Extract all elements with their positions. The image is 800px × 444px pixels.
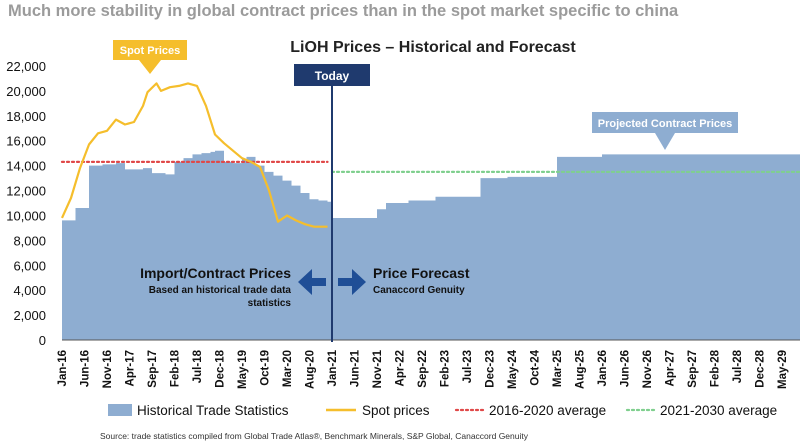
legend-label-avg-2021-2030: 2021-2030 average: [660, 403, 777, 418]
spot-prices-callout: Spot Prices: [120, 45, 181, 57]
today-label: Today: [315, 69, 350, 83]
projected-callout: Projected Contract Prices: [598, 118, 733, 130]
y-tick-label: 6,000: [13, 258, 46, 273]
x-tick-label: Feb-28: [710, 349, 722, 387]
historical-trade-area: [62, 150, 800, 340]
right-annotation-sub: Canaccord Genuity: [373, 285, 465, 296]
x-tick-label: May-19: [237, 350, 249, 389]
x-tick-label: Dec-28: [755, 349, 767, 387]
x-tick-label: Jan-21: [327, 349, 339, 386]
left-arrow: [298, 269, 326, 295]
y-tick-label: 18,000: [6, 109, 46, 124]
y-tick-label: 14,000: [6, 159, 46, 174]
y-tick-label: 12,000: [6, 184, 46, 199]
x-tick-label: Feb-18: [170, 349, 182, 387]
x-tick-label: Aug-25: [575, 349, 587, 389]
legend-label-spot: Spot prices: [362, 403, 430, 418]
spot-prices-callout-box: [113, 40, 187, 74]
left-annotation-sub: statistics: [248, 298, 292, 309]
x-tick-label: Jul-23: [462, 350, 474, 383]
x-tick-label: Feb-23: [440, 350, 452, 387]
x-tick-label: Jan-26: [597, 350, 609, 386]
y-tick-label: 0: [39, 333, 46, 348]
right-annotation-title: Price Forecast: [373, 265, 470, 281]
x-tick-label: Nov-21: [372, 349, 384, 388]
x-tick-label: Dec-18: [215, 349, 227, 387]
x-tick-label: Mar-25: [552, 349, 564, 387]
x-tick-label: Aug-20: [305, 350, 317, 389]
x-tick-label: Apr-17: [125, 350, 137, 386]
left-annotation-sub: Based an historical trade data: [149, 285, 292, 296]
right-arrow: [338, 269, 366, 295]
y-tick-label: 22,000: [6, 59, 46, 74]
left-annotation-title: Import/Contract Prices: [140, 265, 291, 281]
legend-label-avg-2016-2020: 2016-2020 average: [489, 403, 606, 418]
x-tick-label: Nov-26: [642, 350, 654, 388]
x-tick-label: Dec-23: [485, 350, 497, 388]
source-note: Source: trade statistics compiled from G…: [100, 431, 529, 441]
x-tick-label: Jan-16: [57, 350, 69, 386]
y-tick-label: 8,000: [13, 233, 46, 248]
chart-title: LiOH Prices – Historical and Forecast: [290, 39, 576, 56]
x-tick-label: Jun-26: [620, 350, 632, 387]
y-tick-label: 10,000: [6, 208, 46, 223]
x-tick-label: Jul-18: [192, 349, 204, 383]
spot-price-line: [60, 82, 328, 228]
y-tick-label: 4,000: [13, 283, 46, 298]
x-tick-label: Apr-22: [395, 350, 407, 386]
legend-label-historical: Historical Trade Statistics: [137, 403, 289, 418]
x-tick-label: Jun-16: [80, 350, 92, 387]
x-tick-label: Apr-27: [665, 350, 677, 386]
x-tick-label: Mar-20: [282, 350, 294, 387]
headline: Much more stability in global contract p…: [8, 2, 679, 20]
x-tick-label: Oct-24: [530, 349, 542, 385]
x-tick-label: Sep-17: [147, 350, 159, 388]
x-tick-label: Oct-19: [260, 350, 272, 386]
y-tick-label: 20,000: [6, 84, 46, 99]
y-tick-label: 16,000: [6, 134, 46, 149]
x-tick-label: Sep-22: [417, 350, 429, 388]
x-tick-label: May-24: [507, 349, 519, 389]
x-tick-label: Nov-16: [102, 350, 114, 388]
today-label-box: [294, 64, 370, 86]
x-tick-label: Jun-21: [350, 349, 362, 387]
x-tick-label: Jul-28: [732, 349, 744, 383]
projected-callout-box: [592, 112, 738, 150]
y-tick-label: 2,000: [13, 308, 46, 323]
legend-swatch-historical: [108, 404, 132, 416]
x-tick-label: Sep-27: [687, 350, 699, 388]
x-tick-label: May-29: [777, 350, 789, 389]
